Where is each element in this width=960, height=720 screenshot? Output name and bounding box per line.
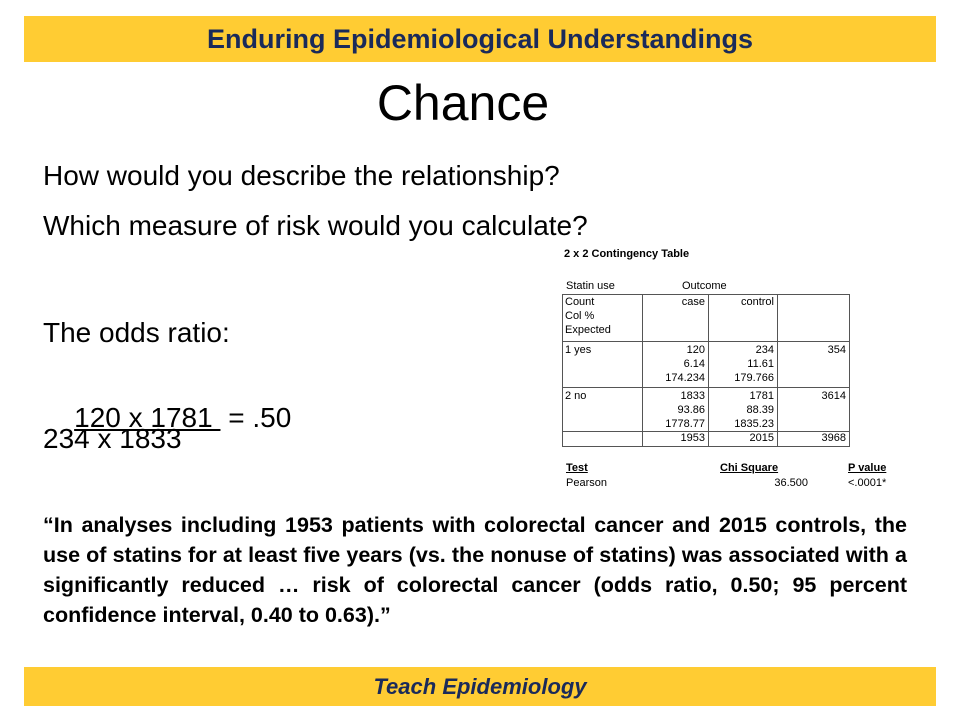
cell-value: 6.14 bbox=[683, 358, 705, 370]
cell: 120 6.14 174.234 bbox=[643, 342, 709, 388]
cell: 1833 93.86 1778.77 bbox=[643, 388, 709, 432]
question: Which measure of risk would you calculat… bbox=[43, 210, 588, 241]
cell-value: 11.61 bbox=[747, 358, 774, 370]
column-total: 1953 bbox=[643, 432, 709, 447]
row-total: 3614 bbox=[778, 388, 850, 432]
table-frame bbox=[562, 294, 850, 447]
odds-result: = .50 bbox=[228, 402, 292, 433]
cell: 1781 88.39 1835.23 bbox=[709, 388, 778, 432]
cell-value: 234 bbox=[755, 344, 774, 356]
column-total: 3968 bbox=[778, 432, 850, 447]
column-total: 2015 bbox=[709, 432, 778, 447]
cell-value: 1778.77 bbox=[665, 418, 705, 430]
cell-value: 1833 bbox=[680, 390, 705, 402]
cell-value: 88.39 bbox=[746, 404, 774, 416]
odds-label: The odds ratio: bbox=[43, 317, 230, 348]
row-var: Statin use bbox=[566, 280, 615, 292]
cell bbox=[778, 294, 850, 342]
test-value: <.0001* bbox=[848, 477, 887, 489]
test-value: 36.500 bbox=[774, 477, 808, 489]
cell: Count Col % Expected bbox=[562, 294, 643, 342]
col-var: Outcome bbox=[682, 280, 727, 292]
row-label: 2 no bbox=[562, 388, 643, 432]
odds-line: 120 x 1781 = .50 bbox=[43, 370, 291, 466]
column-header: control bbox=[709, 294, 778, 342]
cell: 234 11.61 179.766 bbox=[709, 342, 778, 388]
table-title: 2 x 2 Contingency Table bbox=[564, 248, 690, 260]
slide-title: Chance bbox=[376, 75, 550, 131]
footer-bar: Teach Epidemiology bbox=[24, 667, 936, 706]
cell bbox=[562, 432, 643, 447]
test-value: Pearson bbox=[566, 477, 607, 489]
question: How would you describe the relationship? bbox=[43, 160, 560, 191]
row-label: 1 yes bbox=[562, 342, 643, 388]
stat-label: Expected bbox=[565, 324, 611, 336]
cell-value: 179.766 bbox=[734, 372, 774, 384]
test-header: P value bbox=[848, 462, 887, 474]
quote: “In analyses including 1953 patients wit… bbox=[43, 513, 907, 627]
column-header: case bbox=[643, 294, 709, 342]
odds-numerator: 120 x 1781 bbox=[74, 402, 221, 433]
footer-title: Teach Epidemiology bbox=[373, 674, 587, 699]
header-title: Enduring Epidemiological Understandings bbox=[206, 24, 754, 54]
odds-denominator: 234 x 1833 bbox=[43, 423, 182, 454]
cell-value: 1835.23 bbox=[734, 418, 774, 430]
stat-label: Count bbox=[565, 296, 595, 308]
cell-value: 174.234 bbox=[665, 372, 705, 384]
cell-value: 120 bbox=[686, 344, 705, 356]
cell-value: 93.86 bbox=[677, 404, 705, 416]
test-header: Test bbox=[566, 462, 588, 474]
stat-label: Col % bbox=[565, 310, 595, 322]
header-bar: Enduring Epidemiological Understandings bbox=[24, 16, 936, 62]
cell-value: 1781 bbox=[749, 390, 774, 402]
test-header: Chi Square bbox=[720, 462, 779, 474]
row-total: 354 bbox=[778, 342, 850, 388]
